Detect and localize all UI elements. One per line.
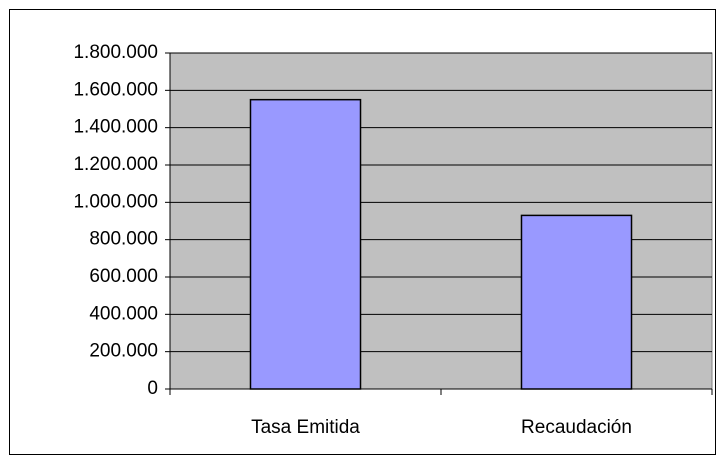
y-tick-label: 0 (147, 378, 158, 399)
y-tick-label: 400.000 (89, 303, 158, 324)
bar (249, 98, 362, 390)
y-tick-label: 1.600.000 (73, 79, 158, 100)
x-tick-label: Recaudación (521, 417, 632, 438)
y-tick-label: 1.200.000 (73, 154, 158, 175)
bar (520, 214, 633, 390)
y-tick-label: 200.000 (89, 341, 158, 362)
y-tick-label: 1.800.000 (73, 42, 158, 63)
y-tick-label: 1.000.000 (73, 191, 158, 212)
y-tick-label: 800.000 (89, 229, 158, 250)
x-tick-label: Tasa Emitida (251, 417, 360, 438)
y-tick-label: 600.000 (89, 266, 158, 287)
y-tick-label: 1.400.000 (73, 117, 158, 138)
